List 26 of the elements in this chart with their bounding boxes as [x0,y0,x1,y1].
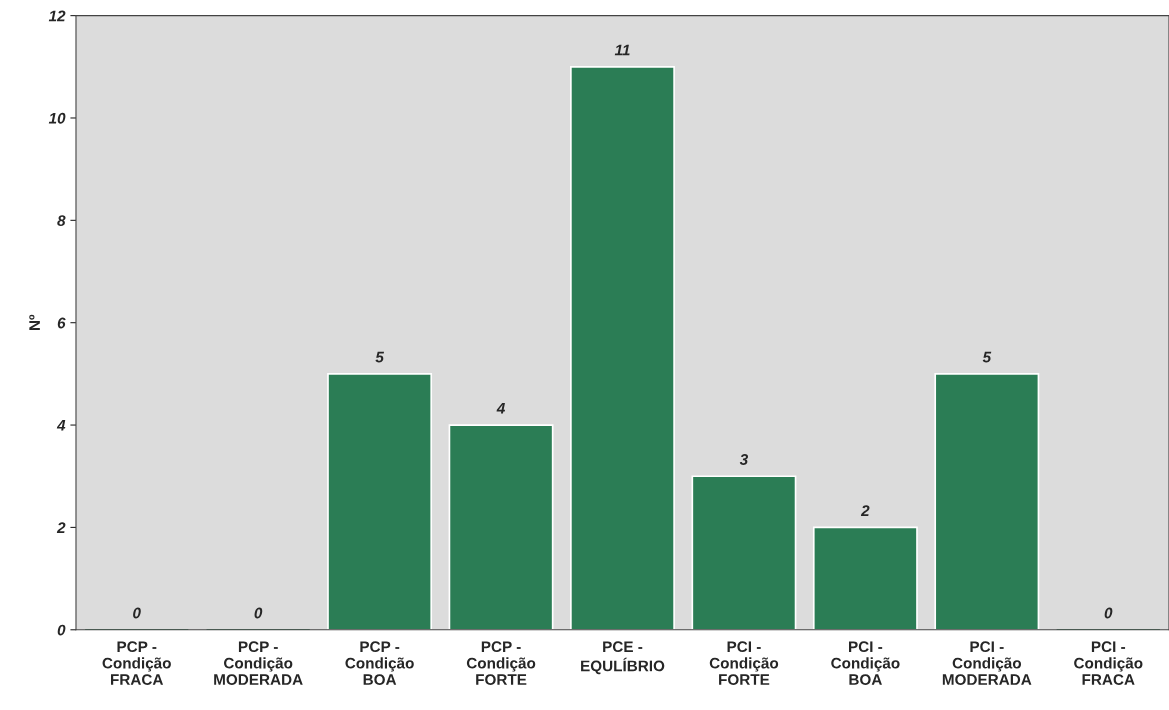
data-label: 11 [614,44,630,56]
x-tick-label: PCI - Condição BOA [831,641,900,686]
y-tick-label: 12 [48,10,66,22]
y-tick-label: 6 [57,317,66,329]
x-tick-label: PCI - Condição FORTE [709,641,779,686]
data-label: 5 [982,351,992,363]
data-label: 3 [739,454,749,465]
y-tick-label: 8 [57,215,66,227]
x-tick-label: PCP - Condição FRACA [102,641,171,686]
y-tick-label: 4 [56,420,66,431]
y-tick-label: 10 [48,112,66,124]
y-tick-label: 2 [56,522,66,533]
x-tick-label: PCI - Condição FRACA [1074,641,1143,686]
y-axis-title: Nº [29,314,40,330]
data-label: 5 [375,351,385,363]
data-label: 0 [1104,607,1113,619]
x-tick-label: PCI - Condição MODERADA [942,641,1032,686]
x-tick-label: PCP - Condição BOA [345,641,414,686]
x-tick-label: PCE - EQULÍBRIO [581,641,665,675]
data-label: 0 [133,607,141,619]
data-label: 4 [496,403,506,414]
y-tick-label: 0 [57,624,66,636]
data-label: 2 [860,505,870,516]
x-tick-label: PCP - Condição MODERADA [214,641,303,686]
data-label: 0 [254,607,263,619]
x-tick-label: PCP - Condição FORTE [466,641,536,686]
